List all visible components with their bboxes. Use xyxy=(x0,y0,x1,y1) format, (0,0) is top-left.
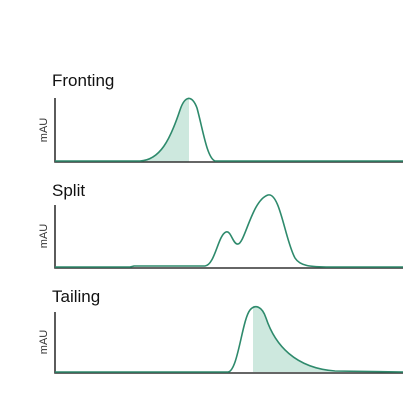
panel-fronting: Fronting mAU xyxy=(38,71,403,163)
panel-title: Tailing xyxy=(52,287,100,306)
axes xyxy=(54,312,403,374)
peak-curve xyxy=(55,194,403,268)
panel-title: Fronting xyxy=(52,71,114,90)
axes xyxy=(54,98,403,163)
axes xyxy=(54,205,403,269)
panel-tailing: Tailing mAU xyxy=(38,287,404,374)
panel-split: Split mAU xyxy=(38,181,403,269)
panel-title: Split xyxy=(52,181,85,200)
peak-curve xyxy=(55,305,404,373)
shaded-area xyxy=(253,305,335,372)
shaded-area xyxy=(140,97,189,162)
y-axis-label: mAU xyxy=(38,118,50,143)
y-axis-label: mAU xyxy=(38,330,50,355)
peak-curve xyxy=(55,97,403,162)
y-axis-label: mAU xyxy=(38,224,50,249)
